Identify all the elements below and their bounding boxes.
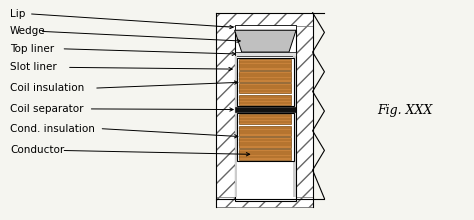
Bar — [239, 137, 292, 148]
Bar — [239, 59, 292, 70]
Bar — [237, 113, 294, 161]
Bar — [239, 83, 292, 93]
Text: Lip: Lip — [10, 9, 26, 19]
Text: Wedge: Wedge — [10, 26, 46, 36]
Text: Cond. insulation: Cond. insulation — [10, 124, 95, 134]
Bar — [239, 95, 292, 105]
Text: Coil separator: Coil separator — [10, 104, 83, 114]
Bar — [239, 71, 292, 82]
Bar — [235, 25, 296, 30]
Text: Conductor: Conductor — [10, 145, 64, 156]
Text: Fig. XXX: Fig. XXX — [377, 103, 432, 117]
Bar — [293, 56, 296, 197]
Text: Slot liner: Slot liner — [10, 62, 57, 72]
Bar — [235, 30, 296, 201]
Bar — [239, 126, 292, 136]
Bar — [235, 52, 296, 56]
Bar — [237, 58, 294, 106]
Bar — [216, 197, 313, 207]
Text: Top liner: Top liner — [10, 44, 54, 54]
Bar — [216, 13, 235, 207]
Bar — [239, 114, 292, 124]
Bar — [216, 13, 313, 26]
Text: Coil insulation: Coil insulation — [10, 83, 84, 93]
Bar — [239, 149, 292, 160]
Polygon shape — [235, 30, 296, 52]
Bar — [235, 56, 237, 197]
Bar — [296, 13, 313, 207]
Bar — [235, 107, 296, 112]
